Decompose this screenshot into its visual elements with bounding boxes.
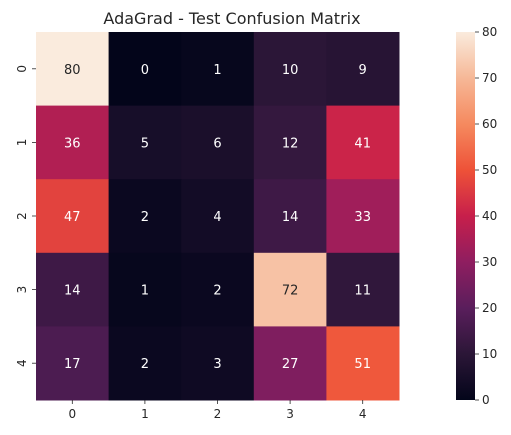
colorbar-tick-label: 60 — [482, 117, 497, 131]
colorbar-tick-label: 20 — [482, 301, 497, 315]
colorbar-tick-label: 30 — [482, 255, 497, 269]
x-tick-label: 3 — [286, 407, 294, 421]
heatmap-cell — [253, 252, 327, 327]
heatmap-cell — [108, 32, 182, 107]
heatmap-cell — [181, 252, 255, 327]
x-tick-label: 1 — [141, 407, 149, 421]
cell-value-label: 41 — [354, 136, 371, 151]
y-axis-ticks: 0 1 2 3 4 — [15, 65, 36, 367]
cell-value-label: 51 — [354, 357, 371, 372]
colorbar-tick-label: 40 — [482, 209, 497, 223]
cell-value-label: 72 — [282, 284, 299, 299]
colorbar-ticks: 0 10 20 30 40 50 60 70 80 — [475, 25, 497, 407]
cell-value-label: 2 — [141, 210, 149, 225]
cell-value-label: 12 — [282, 136, 299, 151]
cell-value-label: 9 — [359, 63, 367, 78]
heatmap-cell — [181, 32, 255, 107]
colorbar-tick-label: 0 — [482, 393, 490, 407]
cell-value-label: 0 — [141, 63, 149, 78]
heatmap-cell — [253, 179, 327, 254]
colorbar — [456, 32, 475, 400]
cell-value-label: 4 — [213, 210, 221, 225]
cell-value-label: 36 — [64, 136, 81, 151]
y-tick-label: 4 — [15, 359, 29, 367]
cell-value-label: 1 — [141, 284, 149, 299]
heatmap-cell — [36, 252, 110, 327]
heatmap-cell — [253, 32, 327, 107]
cell-value-label: 80 — [64, 63, 81, 78]
cell-value-label: 2 — [213, 284, 221, 299]
y-tick-label: 1 — [15, 139, 29, 147]
cell-value-label: 2 — [141, 357, 149, 372]
cell-value-label: 11 — [354, 284, 371, 299]
cell-value-label: 14 — [64, 284, 81, 299]
cell-value-label: 27 — [282, 357, 299, 372]
cell-value-label: 5 — [141, 136, 149, 151]
colorbar-tick-label: 70 — [482, 71, 497, 85]
heatmap-cell — [108, 105, 182, 180]
heatmap-cell — [253, 326, 327, 401]
heatmap-cell — [181, 326, 255, 401]
x-tick-label: 2 — [214, 407, 222, 421]
heatmap-cell — [253, 105, 327, 180]
heatmap-cell — [36, 32, 110, 107]
heatmap-cell — [326, 326, 400, 401]
heatmap-cell — [108, 326, 182, 401]
cell-value-label: 6 — [213, 136, 221, 151]
cell-value-label: 3 — [213, 357, 221, 372]
colorbar-tick-label: 10 — [482, 347, 497, 361]
x-axis-ticks: 0 1 2 3 4 — [68, 400, 367, 421]
y-tick-label: 3 — [15, 286, 29, 294]
heatmap-cell — [326, 252, 400, 327]
heatmap-cell — [326, 105, 400, 180]
cell-value-label: 10 — [282, 63, 299, 78]
x-tick-label: 4 — [359, 407, 367, 421]
cell-value-label: 47 — [64, 210, 81, 225]
chart-title: AdaGrad - Test Confusion Matrix — [103, 9, 360, 28]
cell-value-label: 1 — [213, 63, 221, 78]
heatmap-cell — [36, 105, 110, 180]
y-tick-label: 0 — [15, 65, 29, 73]
y-tick-label: 2 — [15, 212, 29, 220]
heatmap-cell — [326, 179, 400, 254]
heatmap-cell — [181, 105, 255, 180]
cell-value-label: 14 — [282, 210, 299, 225]
colorbar-tick-label: 50 — [482, 163, 497, 177]
heatmap-cell — [36, 326, 110, 401]
x-tick-label: 0 — [68, 407, 76, 421]
cell-value-label: 17 — [64, 357, 81, 372]
colorbar-tick-label: 80 — [482, 25, 497, 39]
heatmap-cell — [108, 252, 182, 327]
cell-value-label: 33 — [354, 210, 371, 225]
heatmap-cell — [108, 179, 182, 254]
heatmap-cell — [36, 179, 110, 254]
heatmap-cell — [326, 32, 400, 107]
heatmap-cell — [181, 179, 255, 254]
